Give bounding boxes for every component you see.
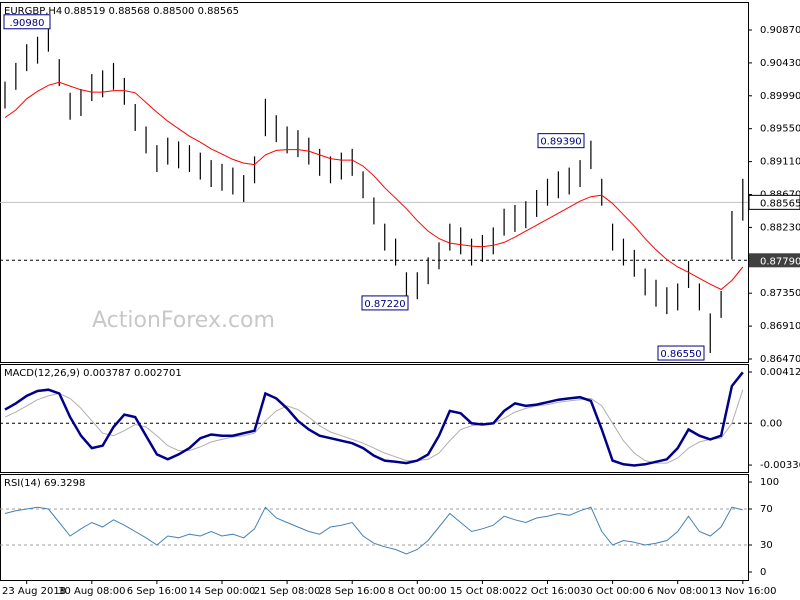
- y-tick-label: 30: [760, 540, 773, 551]
- y-tick-label: 0.88230: [760, 222, 800, 233]
- price-annotation: 0.87220: [364, 299, 405, 310]
- y-tick-label: 100: [760, 477, 779, 488]
- x-tick-label: 6 Sep 16:00: [127, 586, 187, 597]
- watermark: ActionForex.com: [92, 308, 275, 333]
- ohlc-readout: 0.88519 0.88568 0.88500 0.88565: [64, 6, 239, 17]
- macd-signal: [4, 389, 744, 464]
- x-tick-label: 23 Aug 2018: [2, 586, 66, 597]
- price-annotation-box: [537, 133, 585, 149]
- x-tick-label: 30 Oct 00:00: [580, 586, 645, 597]
- y-tick-label: 0.89550: [760, 124, 800, 135]
- moving-average: [4, 81, 744, 291]
- y-tick-label: 0.90870: [760, 25, 800, 36]
- rsi-title: RSI(14) 69.3298: [4, 478, 85, 489]
- x-tick-label: 13 Nov 16:00: [709, 586, 776, 597]
- x-tick-label: 14 Sep 00:00: [189, 586, 256, 597]
- y-tick-label: 0.89110: [760, 157, 800, 168]
- x-tick-label: 6 Nov 08:00: [647, 586, 708, 597]
- price-annotation-box: [657, 345, 705, 361]
- price-panel-frame: [0, 2, 749, 363]
- y-tick-label: 0.87350: [760, 288, 800, 299]
- level-box: [749, 253, 800, 268]
- y-tick-label: 0.00: [760, 418, 782, 429]
- macd-panel-frame: [0, 364, 749, 473]
- x-tick-label: 28 Sep 16:00: [319, 586, 386, 597]
- y-tick-label: 0: [760, 567, 766, 578]
- chart-title: EURGBP,H4: [4, 6, 62, 17]
- x-tick-label: 8 Oct 00:00: [388, 586, 447, 597]
- price-annotation: .90980: [10, 18, 45, 29]
- price-annotation-box: [361, 295, 409, 311]
- x-tick-label: 15 Oct 08:00: [450, 586, 515, 597]
- y-tick-label: -0.003362: [760, 460, 800, 471]
- y-tick-label: 0.004127: [760, 367, 800, 378]
- rsi-panel-frame: [0, 474, 749, 581]
- y-tick-label: 0.86910: [760, 321, 800, 332]
- y-tick-label: 0.90430: [760, 58, 800, 69]
- x-tick-label: 22 Oct 16:00: [515, 586, 580, 597]
- macd-line: [4, 371, 744, 467]
- price-annotation: 0.89390: [540, 137, 581, 148]
- price-annotation: 0.86550: [660, 349, 701, 360]
- rsi-line: [4, 506, 743, 555]
- y-tick-label: 0.89990: [760, 91, 800, 102]
- x-tick-label: 21 Sep 08:00: [254, 586, 321, 597]
- level-label: 0.87790: [760, 256, 800, 267]
- last-price-label: 0.88565: [760, 198, 800, 209]
- y-tick-label: 0.86470: [760, 354, 800, 365]
- x-tick-label: 30 Aug 08:00: [58, 586, 125, 597]
- y-tick-label: 70: [760, 504, 773, 515]
- last-price-box: [748, 194, 800, 210]
- price-annotation-box: [3, 14, 51, 30]
- macd-title: MACD(12,26,9) 0.003787 0.002701: [4, 368, 182, 379]
